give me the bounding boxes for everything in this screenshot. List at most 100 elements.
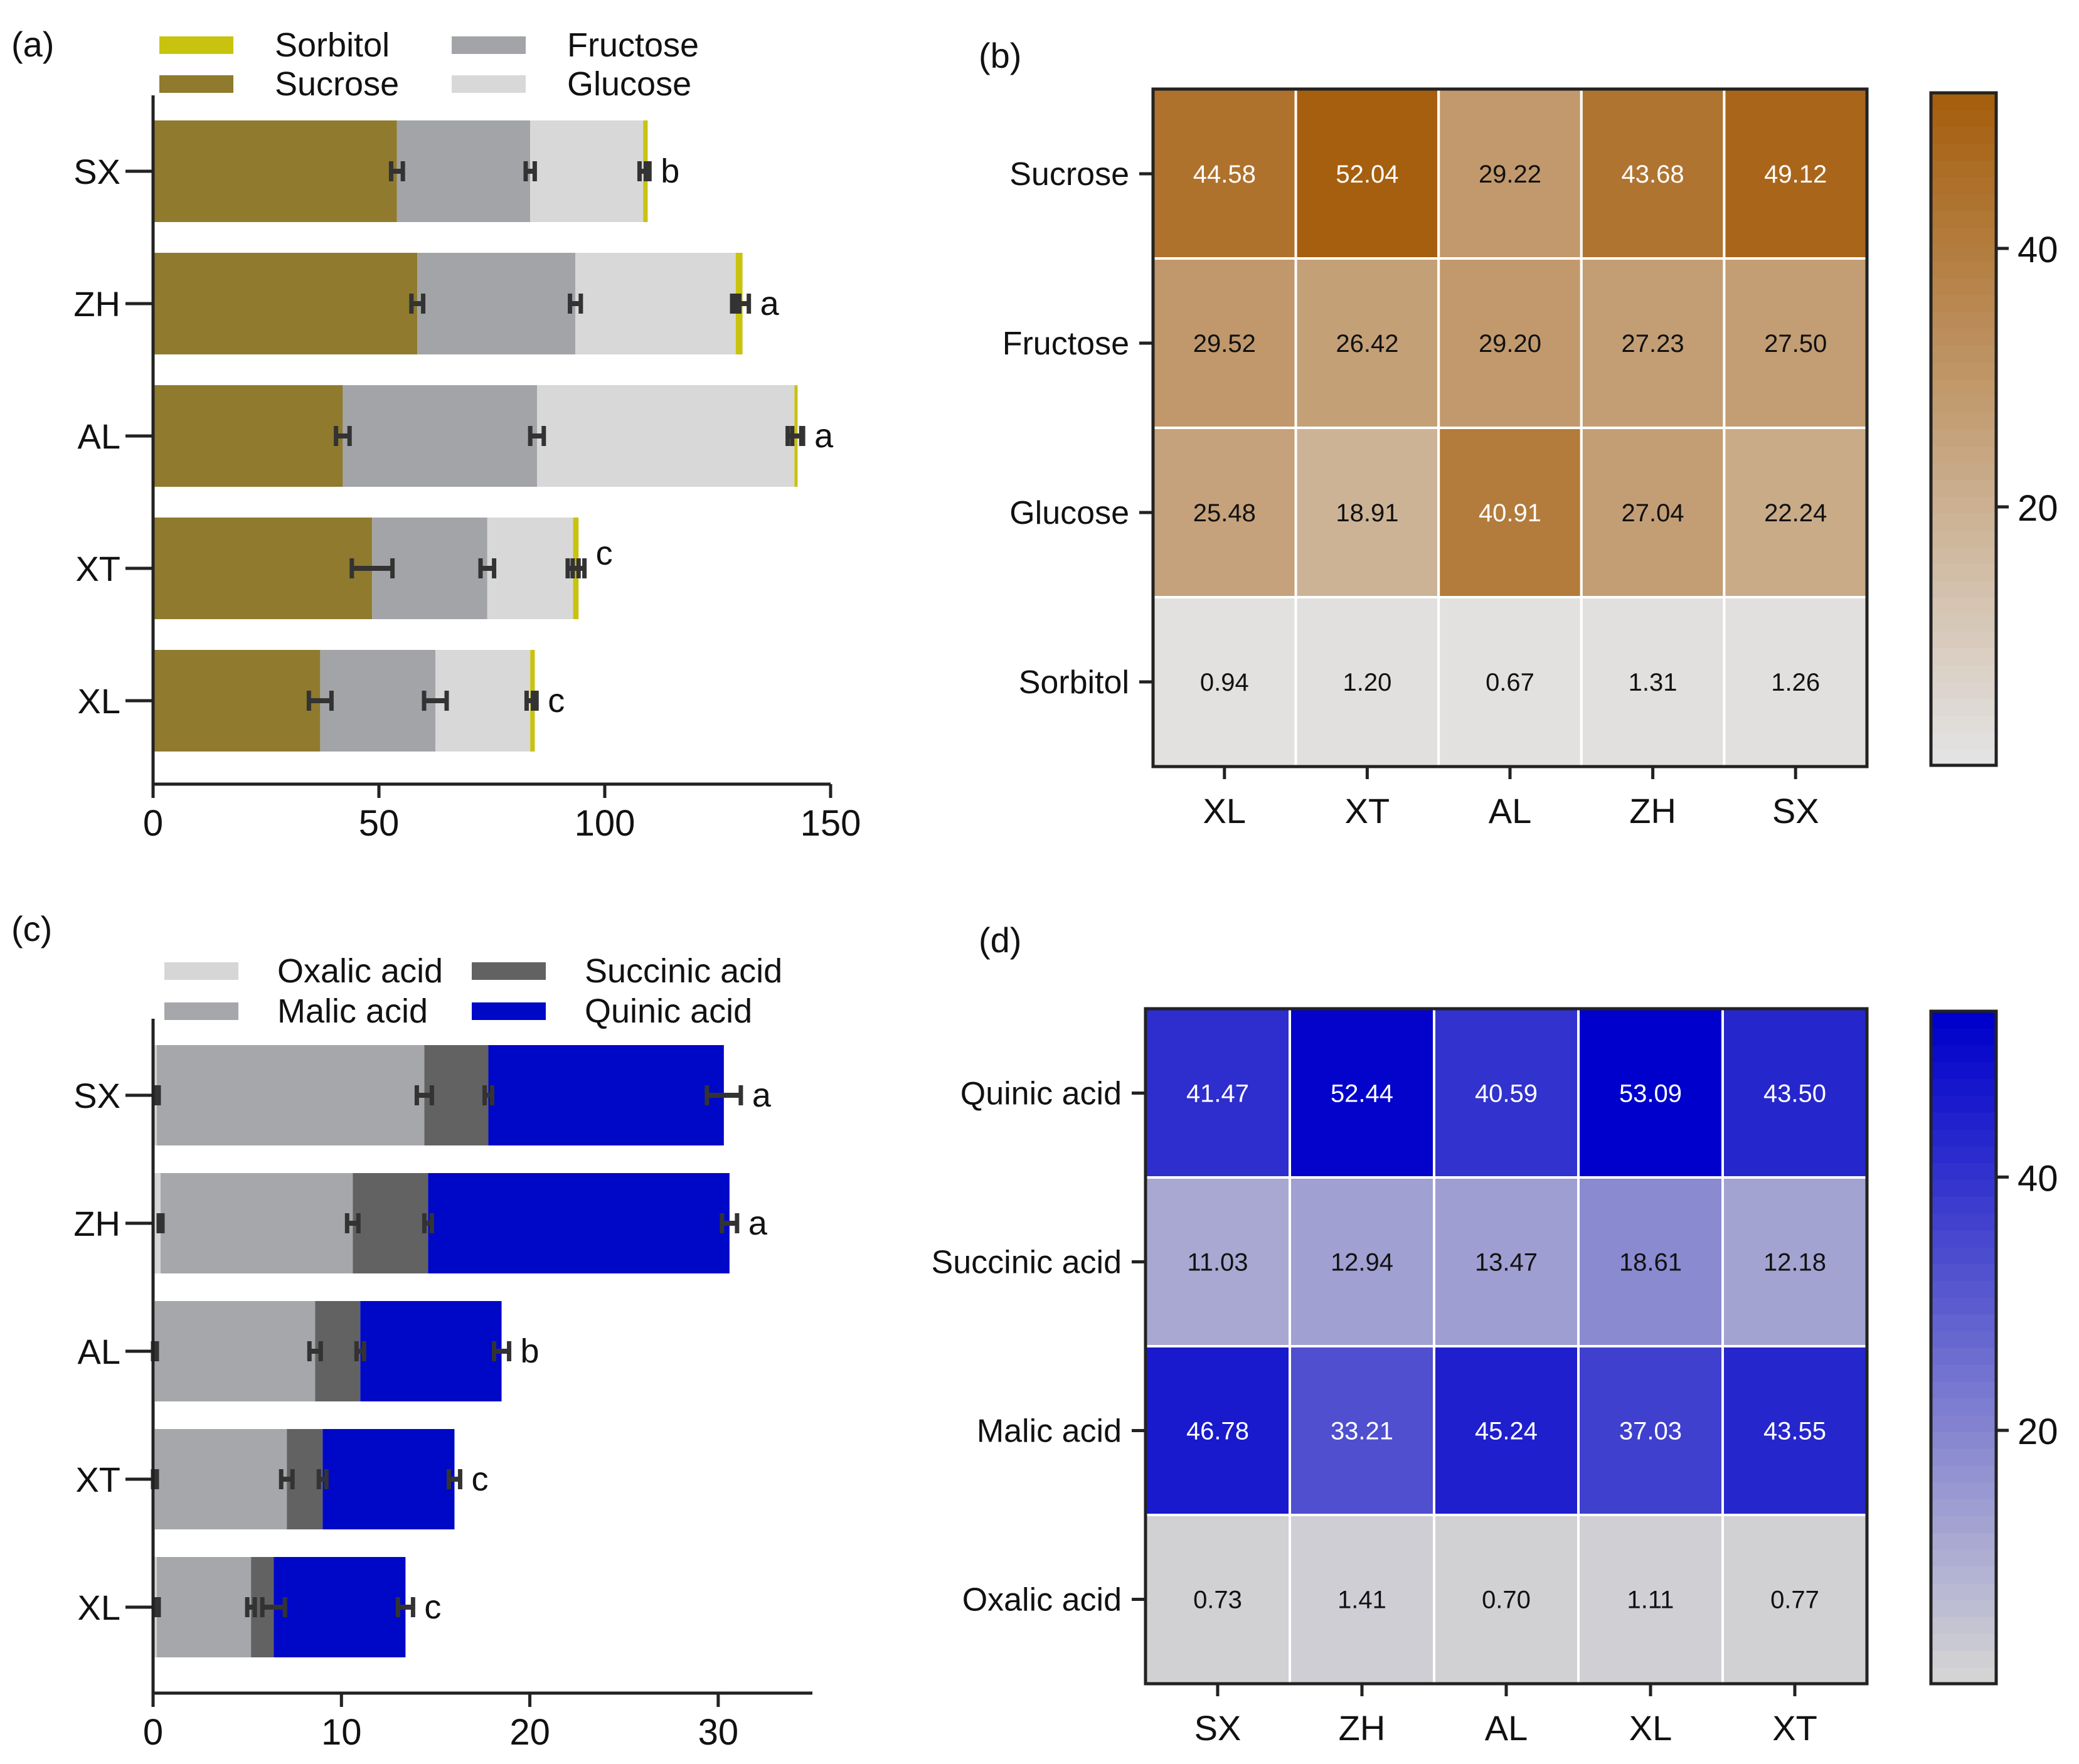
colorbar-band [1931,1347,1996,1365]
heatmap-value-glucose-xt: 18.91 [1336,499,1398,527]
colorbar-band [1931,244,1996,262]
heatmap-value-fructose-al: 29.20 [1479,330,1541,358]
column-label-xl: XL [1629,1708,1672,1748]
error-bar-xt-malic-acid [279,1469,295,1489]
panel-d-heatmap-grid: 41.47 52.44 40.59 53.09 43.50 11.03 12.94 13.47… [932,1007,1869,1748]
colorbar-band [1931,378,1996,396]
heatmap-value-malic-acid-sx: 46.78 [1186,1418,1249,1445]
colorbar-band [1931,1162,1996,1180]
heatmap-value-quinic-acid-sx: 41.47 [1186,1080,1249,1108]
colorbar-band [1931,1331,1996,1348]
heatmap-value-malic-acid-xt: 43.55 [1763,1418,1826,1445]
error-bar-xt-fructose [478,558,497,578]
heatmap-value-oxalic-acid-sx: 0.73 [1193,1586,1242,1614]
y-tick-label-zh: ZH [73,284,120,324]
colorbar-band [1931,563,1996,582]
colorbar-band [1931,1364,1996,1382]
bar-zh-quinic-acid [428,1173,730,1273]
colorbar-band [1931,1583,1996,1600]
error-bar-xl-fructose [422,691,449,711]
legend-label-succinic-acid: Succinic acid [585,952,782,990]
error-bar-sx-fructose [523,161,537,181]
error-bar-xt-sucrose [349,558,395,578]
heatmap-value-sucrose-xl: 44.58 [1193,161,1256,188]
error-bar-al-malic-acid [307,1341,323,1361]
heatmap-value-oxalic-acid-al: 0.70 [1482,1586,1531,1614]
significance-letter-zh: a [748,1204,768,1242]
panel-b-heatmap: (b) 44.58 52.04 29.22 43.68 49.12 29.52 26.42 2… [979,36,2058,831]
heatmap-value-succinic-acid-al: 13.47 [1475,1249,1538,1277]
y-tick-label-zh: ZH [73,1204,120,1243]
bar-xl-malic-acid [157,1557,252,1657]
legend-swatch-succinic-acid [472,962,546,980]
colorbar-band [1931,1448,1996,1466]
error-bar-al-quinic-acid [492,1341,512,1361]
error-bar-xl-succinic-acid [260,1597,287,1617]
panel-b-label: (b) [979,36,1021,75]
colorbar-band [1931,614,1996,632]
colorbar-band [1931,1600,1996,1617]
bar-zh-malic-acid [161,1173,353,1273]
colorbar-band [1931,294,1996,312]
heatmap-cell-glucose-xt [1294,427,1440,598]
error-bar-al-fructose [528,426,546,446]
bar-xt-glucose [487,518,573,619]
heatmap-cell-fructose-al [1437,257,1583,429]
heatmap-value-malic-acid-al: 45.24 [1475,1418,1538,1445]
heatmap-cell-oxalic-acid-xl [1577,1514,1724,1685]
y-tick-label-xt: XT [75,549,120,588]
heatmap-cell-oxalic-acid-xt [1721,1514,1868,1685]
colorbar-band [1931,1044,1996,1063]
error-bar-zh-succinic-acid [422,1213,434,1233]
heatmap-value-sucrose-sx: 49.12 [1764,161,1827,188]
colorbar-band [1931,1398,1996,1416]
colorbar-frame [1929,1009,1998,1686]
colorbar-band [1931,210,1996,228]
column-label-al: AL [1485,1708,1528,1748]
colorbar-band [1931,1263,1996,1281]
colorbar-band [1931,546,1996,565]
panel-b-heatmap-grid: 44.58 52.04 29.22 43.68 49.12 29.52 26.42 29.20… [1002,87,1869,831]
bar-sx-glucose [530,120,644,222]
heatmap-value-sucrose-zh: 43.68 [1622,161,1684,188]
colorbar-band [1931,1566,1996,1584]
colorbar-band [1931,664,1996,682]
heatmap-cell-succinic-acid-sx [1144,1176,1291,1347]
heatmap-cell-succinic-acid-al [1433,1176,1580,1347]
error-bar-al-sucrose [334,426,352,446]
column-label-sx: SX [1772,791,1819,831]
bar-xl-quinic-acid [274,1557,406,1657]
bar-xt-sucrose [153,518,373,619]
heatmap-cell-malic-acid-xl [1577,1345,1724,1516]
heatmap-value-succinic-acid-xt: 12.18 [1763,1249,1826,1277]
heatmap-cell-malic-acid-al [1433,1345,1580,1516]
error-bar-sx-quinic-acid [705,1085,743,1105]
colorbar-band [1931,1095,1996,1113]
colorbar-band [1931,1061,1996,1080]
heatmap-cell-fructose-xt [1294,257,1440,429]
error-bar-zh-sorbitol [734,294,752,314]
legend-swatch-sucrose [159,75,233,93]
colorbar-band [1931,1196,1996,1214]
column-label-zh: ZH [1339,1708,1386,1748]
panel-a-plot-area: SX b ZH a AL a XT c XL c 0 50 100 150 [73,95,861,844]
colorbar-band [1931,1011,1996,1029]
colorbar-band [1931,462,1996,481]
column-label-zh: ZH [1629,791,1676,831]
colorbar-band [1931,496,1996,514]
heatmap-value-sorbitol-sx: 1.26 [1771,669,1820,696]
colorbar-band [1931,1650,1996,1668]
colorbar-frame [1929,91,1998,767]
row-label-succinic-acid: Succinic acid [932,1245,1122,1281]
legend-swatch-sorbitol [159,36,233,54]
bar-sx-malic-acid [157,1045,425,1145]
heatmap-cell-sucrose-zh [1580,88,1726,260]
heatmap-value-malic-acid-zh: 33.21 [1331,1418,1393,1445]
heatmap-value-quinic-acid-xt: 43.50 [1763,1080,1826,1108]
colorbar-band [1931,1129,1996,1147]
heatmap-cell-malic-acid-sx [1144,1345,1291,1516]
panel-c-stacked-bar-chart: (c) Oxalic acid Succinic acid Malic acid Qu… [11,909,812,1753]
panel-d-label: (d) [979,920,1021,960]
colorbar-band [1931,1078,1996,1096]
heatmap-cell-fructose-sx [1723,257,1868,429]
